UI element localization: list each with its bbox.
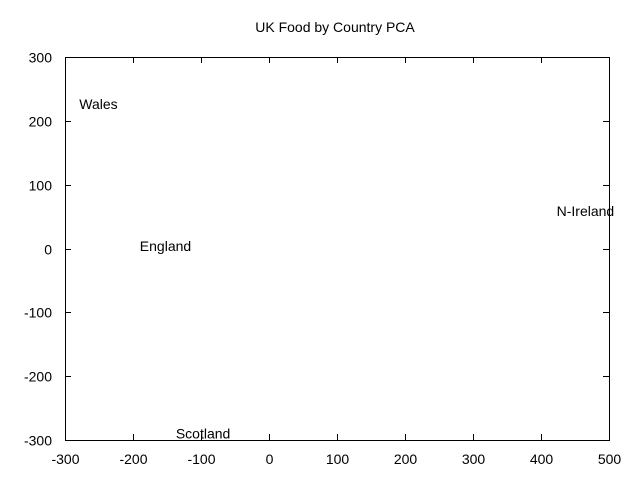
data-labels: Wales England N-Ireland Scotland: [79, 96, 614, 441]
x-tick-label: 100: [326, 451, 350, 467]
x-tick-label: 200: [394, 451, 418, 467]
y-tick-label: 100: [29, 178, 53, 194]
x-tick-label: 300: [462, 451, 486, 467]
x-tick-label: -200: [119, 451, 147, 467]
point-label-n-ireland: N-Ireland: [557, 203, 615, 219]
point-label-england: England: [140, 238, 191, 254]
x-tick-label: -300: [51, 451, 79, 467]
x-tick-label: 400: [530, 451, 554, 467]
y-tick-label: -300: [24, 433, 52, 449]
point-label-scotland: Scotland: [176, 426, 230, 442]
axis-ticks: [65, 57, 610, 441]
chart-title: UK Food by Country PCA: [255, 19, 415, 35]
y-tick-label: -200: [24, 369, 52, 385]
x-tick-label: 500: [598, 451, 622, 467]
y-tick-labels: 300 200 100 0 -100 -200 -300: [24, 50, 52, 449]
y-tick-label: -100: [24, 305, 52, 321]
point-label-wales: Wales: [79, 96, 117, 112]
y-tick-label: 0: [44, 242, 52, 258]
y-tick-label: 200: [29, 114, 53, 130]
x-tick-labels: -300 -200 -100 0 100 200 300 400 500: [51, 451, 621, 467]
y-tick-label: 300: [29, 50, 53, 66]
x-tick-label: -100: [187, 451, 215, 467]
x-tick-label: 0: [266, 451, 274, 467]
